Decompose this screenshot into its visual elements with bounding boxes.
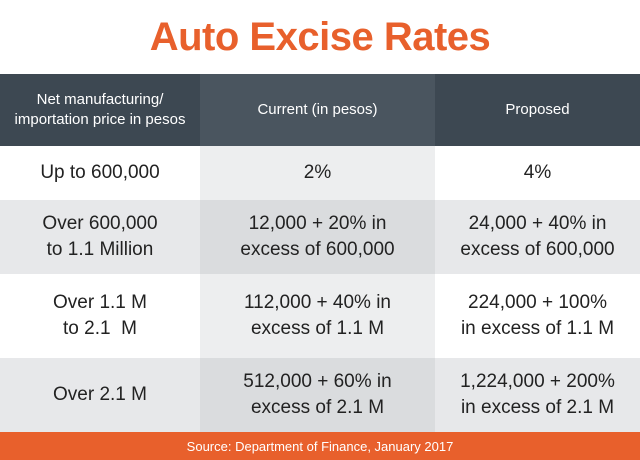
cell-line: to 1.1 Million [46, 239, 154, 260]
cell-line: 112,000 + 40% in [243, 292, 392, 313]
cell-line: excess of 1.1 M [250, 318, 385, 339]
page-title: Auto Excise Rates [149, 14, 491, 59]
current-rate-cell: 12,000 + 20% in excess of 600,000 [200, 200, 435, 274]
cell-line: 224,000 + 100% [468, 292, 607, 313]
current-rate-cell: 512,000 + 60% in excess of 2.1 M [200, 358, 435, 432]
cell-line: excess of 600,000 [460, 239, 615, 260]
cell-line: excess of 2.1 M [250, 397, 385, 418]
proposed-rate-cell: 24,000 + 40% in excess of 600,000 [435, 200, 640, 274]
proposed-rate-cell: 224,000 + 100% in excess of 1.1 M [435, 274, 640, 358]
cell-line: 512,000 + 60% in [243, 371, 392, 392]
current-rate-cell: 112,000 + 40% in excess of 1.1 M [200, 274, 435, 358]
price-cell: Over 1.1 M to 2.1 M [0, 274, 200, 358]
cell-line: Over 1.1 M [53, 292, 147, 313]
header-current: Current (in pesos) [200, 74, 435, 146]
cell-line: Over 600,000 [42, 213, 158, 234]
price-cell: Up to 600,000 [0, 146, 200, 200]
cell-line: 4% [523, 162, 552, 183]
proposed-rate-cell: 4% [435, 146, 640, 200]
table-row: Up to 600,000 2% 4% [0, 146, 640, 200]
cell-line: 2% [303, 162, 332, 183]
table-row: Over 1.1 M to 2.1 M 112,000 + 40% in exc… [0, 274, 640, 358]
cell-line: in excess of 1.1 M [460, 318, 615, 339]
cell-line: Over 2.1 M [53, 384, 147, 405]
cell-line: 1,224,000 + 200% [460, 371, 615, 392]
table-row: Over 2.1 M 512,000 + 60% in excess of 2.… [0, 358, 640, 432]
source-footer: Source: Department of Finance, January 2… [0, 432, 640, 460]
price-cell: Over 600,000 to 1.1 Million [0, 200, 200, 274]
table-row: Over 600,000 to 1.1 Million 12,000 + 20%… [0, 200, 640, 274]
current-rate-cell: 2% [200, 146, 435, 200]
excise-rates-table: Net manufacturing/ importation price in … [0, 74, 640, 432]
cell-line: to 2.1 M [63, 318, 137, 339]
header-proposed: Proposed [435, 74, 640, 146]
table-header-row: Net manufacturing/ importation price in … [0, 74, 640, 146]
cell-line: 12,000 + 20% in [248, 213, 387, 234]
cell-line: 24,000 + 40% in [468, 213, 607, 234]
price-cell: Over 2.1 M [0, 358, 200, 432]
header-price: Net manufacturing/ importation price in … [0, 74, 200, 146]
cell-line: excess of 600,000 [240, 239, 395, 260]
proposed-rate-cell: 1,224,000 + 200% in excess of 2.1 M [435, 358, 640, 432]
cell-line: Up to 600,000 [40, 162, 160, 183]
cell-line: in excess of 2.1 M [460, 397, 615, 418]
